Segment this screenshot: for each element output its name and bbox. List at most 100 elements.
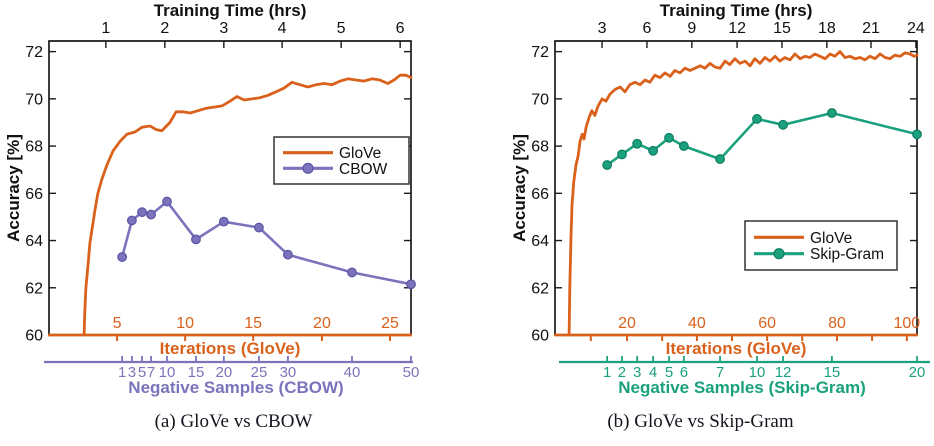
data-point: [648, 145, 659, 156]
svg-text:Accuracy [%]: Accuracy [%]: [4, 134, 23, 242]
chart-glove-vs-cbow: 60 62 64 66 68 70 72 Accuracy [%] 1 2 3 4 5 6 Training…: [4, 1, 419, 432]
svg-text:7: 7: [147, 364, 155, 381]
svg-text:Skip-Gram: Skip-Gram: [810, 246, 884, 263]
chart-glove-vs-skipgram: 60 62 64 66 68 70 72 Accuracy [%] 3 6 9 12 15 18 21 24 T…: [467, 0, 934, 446]
data-point: [218, 216, 229, 227]
svg-text:72: 72: [25, 44, 43, 61]
data-point: [827, 108, 837, 118]
svg-text:20: 20: [216, 364, 233, 381]
negative-samples-axis: 1 3 5 7 10 15 20 25 30 40 50 Negative Samples (CBOW…: [44, 356, 419, 397]
svg-text:15: 15: [824, 364, 841, 381]
svg-text:40: 40: [344, 364, 361, 381]
caption-b: (b) GloVe vs Skip-Gram: [607, 411, 794, 432]
svg-text:10: 10: [749, 364, 766, 381]
svg-text:6: 6: [642, 20, 651, 37]
svg-text:60: 60: [758, 315, 776, 332]
svg-text:3: 3: [633, 364, 641, 381]
svg-text:1: 1: [101, 20, 110, 37]
svg-text:30: 30: [280, 364, 297, 381]
svg-text:Negative Samples (Skip-Gram): Negative Samples (Skip-Gram): [618, 378, 866, 397]
svg-text:2: 2: [618, 364, 626, 381]
legend-marker: [302, 162, 314, 174]
caption-a: (a) GloVe vs CBOW: [154, 411, 313, 432]
svg-text:25: 25: [251, 364, 268, 381]
svg-text:70: 70: [531, 91, 549, 108]
y-axis: 60 62 64 66 68 70 72 Accuracy [%]: [4, 44, 411, 345]
svg-text:20: 20: [618, 315, 636, 332]
svg-text:3: 3: [219, 20, 228, 37]
data-point: [406, 279, 416, 290]
svg-text:66: 66: [25, 186, 43, 203]
cbow-line: [117, 196, 416, 290]
svg-text:2: 2: [160, 20, 169, 37]
data-point: [752, 114, 762, 124]
svg-text:12: 12: [775, 364, 792, 381]
glove-line: [567, 50, 919, 337]
svg-text:62: 62: [25, 280, 43, 297]
iterations-axis: 5 10 15 20 25 Iterations (GloVe): [113, 315, 399, 358]
svg-text:40: 40: [688, 315, 706, 332]
svg-text:15: 15: [244, 315, 262, 332]
svg-text:Training Time (hrs): Training Time (hrs): [660, 1, 813, 20]
data-point: [678, 141, 689, 151]
svg-text:21: 21: [862, 20, 880, 37]
svg-text:Training Time (hrs): Training Time (hrs): [154, 1, 307, 20]
svg-text:12: 12: [728, 20, 746, 37]
svg-text:3: 3: [128, 364, 136, 381]
svg-text:25: 25: [381, 315, 399, 332]
svg-text:7: 7: [716, 364, 724, 381]
data-point: [912, 129, 922, 140]
skip-gram-line: [602, 108, 922, 170]
svg-text:GloVe: GloVe: [339, 145, 381, 162]
svg-text:6: 6: [680, 364, 688, 381]
svg-text:64: 64: [25, 233, 43, 250]
training-time-axis: 1 2 3 4 5 6 Training Time (hrs): [101, 1, 405, 48]
y-axis: 60 62 64 66 68 70 72 Accuracy [%]: [510, 44, 917, 345]
data-point: [778, 119, 788, 130]
data-point: [254, 222, 264, 233]
svg-text:50: 50: [403, 364, 420, 381]
svg-text:5: 5: [337, 20, 346, 37]
svg-text:72: 72: [531, 44, 549, 61]
data-point: [283, 249, 293, 260]
svg-text:15: 15: [773, 20, 791, 37]
svg-text:62: 62: [531, 280, 549, 297]
data-point: [632, 138, 643, 149]
data-point: [162, 196, 172, 207]
data-point: [146, 209, 156, 220]
svg-text:20: 20: [313, 315, 331, 332]
svg-text:15: 15: [188, 364, 205, 381]
data-point: [617, 149, 627, 160]
svg-text:10: 10: [159, 364, 176, 381]
svg-text:68: 68: [531, 139, 549, 156]
svg-text:68: 68: [25, 139, 43, 156]
iterations-axis: 20 40 60 80 100 Iterations (GloVe): [589, 315, 921, 358]
svg-text:Accuracy [%]: Accuracy [%]: [510, 134, 529, 242]
svg-text:10: 10: [176, 315, 194, 332]
svg-text:GloVe: GloVe: [810, 230, 852, 247]
svg-text:20: 20: [909, 364, 926, 381]
data-point: [117, 252, 128, 262]
data-point: [664, 132, 674, 143]
svg-text:6: 6: [396, 20, 405, 37]
svg-text:60: 60: [531, 328, 549, 345]
glove-line: [82, 73, 413, 337]
data-point: [126, 215, 137, 226]
data-point: [191, 234, 201, 245]
svg-text:9: 9: [687, 20, 696, 37]
data-point: [602, 160, 613, 170]
svg-text:1: 1: [118, 364, 126, 381]
svg-text:5: 5: [138, 364, 146, 381]
training-time-axis: 3 6 9 12 15 18 21 24 Training Time (hrs): [598, 1, 925, 48]
svg-text:80: 80: [828, 315, 846, 332]
svg-text:64: 64: [531, 233, 549, 250]
svg-text:4: 4: [649, 364, 657, 381]
svg-text:100: 100: [894, 315, 921, 332]
svg-text:70: 70: [25, 91, 43, 108]
svg-text:Iterations (GloVe): Iterations (GloVe): [160, 339, 301, 358]
